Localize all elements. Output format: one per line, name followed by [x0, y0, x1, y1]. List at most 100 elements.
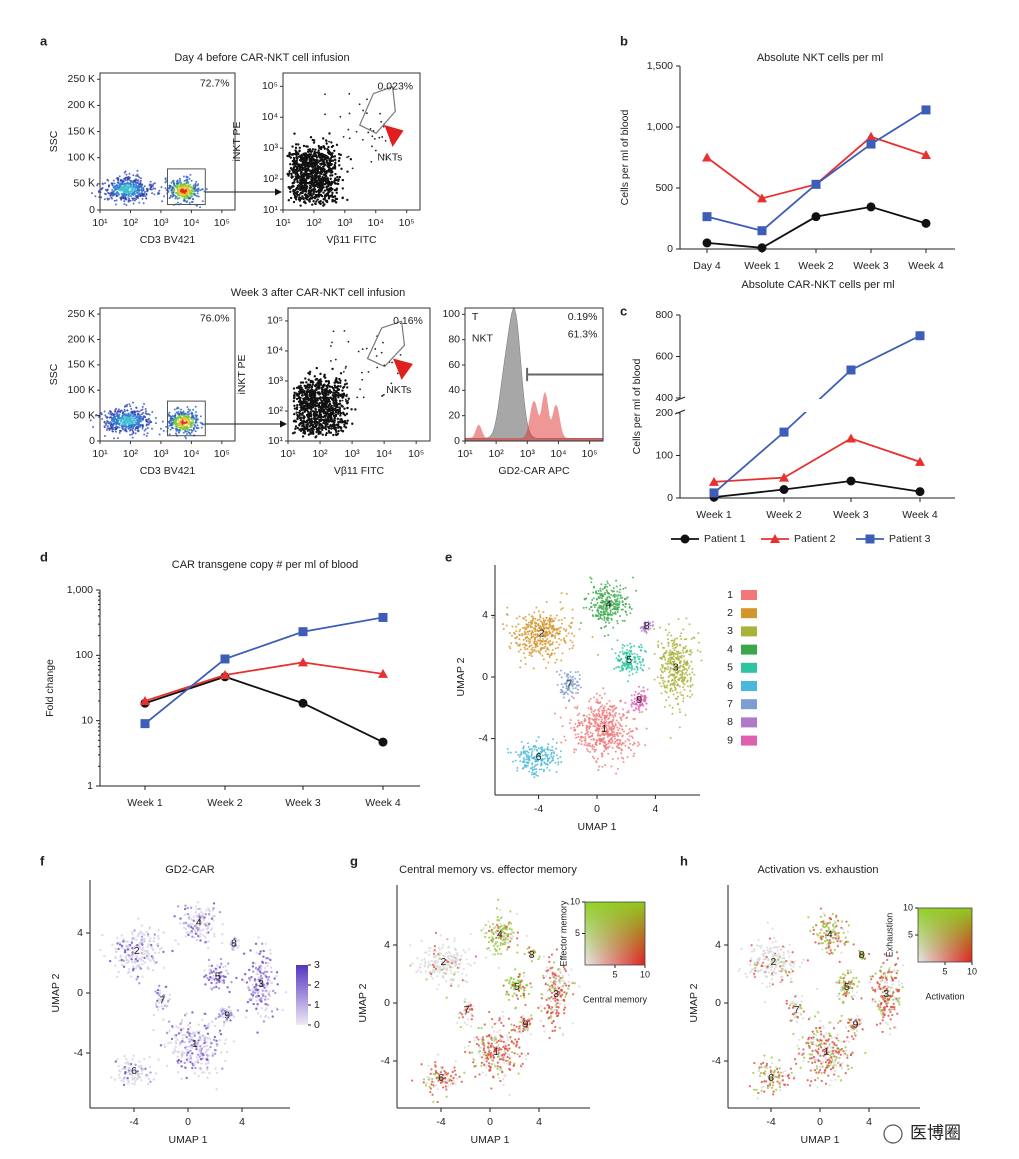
cell-dot — [620, 748, 623, 751]
cell-dot — [563, 637, 566, 640]
cell-dot — [311, 158, 315, 162]
cell-dot — [115, 423, 118, 426]
cell-dot — [320, 168, 323, 171]
cell-dot — [180, 189, 183, 192]
cell-dot — [595, 692, 598, 695]
cell-dot — [336, 417, 340, 421]
cell-dot — [635, 727, 638, 730]
cell-dot — [539, 613, 542, 616]
cell-dot — [109, 421, 112, 424]
cell-dot — [319, 179, 323, 182]
cell-dot — [116, 181, 119, 184]
x-tick-label: 10² — [312, 448, 328, 460]
cell-dot — [573, 748, 576, 751]
x-tick-label: Week 1 — [744, 260, 780, 272]
cell-dot — [549, 614, 552, 617]
cell-dot — [294, 427, 297, 431]
cell-dot — [133, 411, 136, 414]
cell-dot — [539, 615, 542, 618]
cell-dot — [168, 421, 171, 424]
cell-dot — [326, 148, 330, 152]
cell-dot — [341, 196, 344, 200]
series-line — [706, 135, 927, 200]
cell-dot — [539, 649, 542, 652]
cell-dot — [616, 767, 619, 770]
cell-dot — [333, 165, 337, 169]
cell-dot — [511, 625, 514, 628]
cell-dot — [308, 428, 311, 432]
cell-dot — [335, 423, 338, 427]
cell-dot — [318, 423, 321, 427]
cell-dot — [605, 709, 608, 712]
cell-dot — [553, 652, 556, 655]
cell-dot — [545, 623, 548, 626]
cell-dot — [118, 175, 121, 178]
cell-dot — [603, 742, 606, 745]
cell-dot — [319, 181, 323, 185]
cell-dot — [307, 416, 310, 419]
cell-dot — [665, 699, 668, 702]
cell-dot — [158, 189, 161, 192]
cell-dot — [603, 750, 606, 753]
cell-dot — [152, 187, 155, 190]
cell-dot — [139, 424, 142, 427]
cell-dot — [135, 186, 138, 189]
cell-dot — [307, 155, 311, 159]
cell-dot — [194, 186, 197, 189]
cell-dot — [128, 423, 131, 426]
cell-dot — [691, 693, 694, 696]
cell-dot — [510, 642, 513, 645]
cell-dot — [302, 172, 305, 175]
cell-dot — [362, 109, 364, 112]
cell-dot — [606, 735, 609, 738]
cell-dot — [533, 611, 536, 614]
cell-dot — [599, 740, 602, 743]
cell-dot — [328, 402, 332, 406]
cell-dot — [122, 185, 125, 188]
cell-dot — [367, 370, 370, 373]
cell-dot — [362, 396, 365, 399]
cell-dot — [337, 396, 340, 399]
cell-dot — [667, 623, 670, 626]
cell-dot — [302, 144, 306, 148]
cell-dot — [564, 706, 567, 709]
cell-dot — [617, 738, 620, 741]
cell-dot — [676, 691, 679, 694]
cell-dot — [298, 184, 302, 187]
cell-dot — [175, 407, 178, 410]
cell-dot — [299, 406, 302, 409]
cell-dot — [299, 188, 303, 191]
cell-dot — [605, 711, 608, 714]
cell-dot — [337, 159, 341, 163]
cell-dot — [120, 197, 123, 200]
cell-dot — [294, 420, 297, 423]
cell-dot — [88, 177, 91, 180]
cell-dot — [345, 412, 349, 415]
cell-dot — [126, 409, 129, 412]
cell-dot — [291, 432, 295, 435]
cell-dot — [614, 722, 617, 725]
cell-dot — [142, 202, 145, 205]
cell-dot — [633, 752, 636, 755]
cell-dot — [305, 421, 308, 424]
cell-dot — [550, 643, 553, 646]
cell-dot — [137, 430, 140, 433]
cell-dot — [288, 170, 291, 173]
cell-dot — [107, 191, 110, 194]
cell-dot — [310, 421, 313, 424]
cell-dot — [177, 182, 180, 185]
cell-dot — [114, 416, 117, 419]
cell-dot — [309, 159, 312, 162]
cell-dot — [196, 424, 199, 427]
cell-dot — [315, 377, 319, 381]
cell-dot — [172, 195, 175, 198]
cell-dot — [298, 149, 301, 152]
cell-dot — [573, 726, 576, 729]
cell-dot — [141, 197, 144, 200]
cell-dot — [543, 642, 546, 645]
cell-dot — [569, 718, 572, 721]
cell-dot — [517, 623, 520, 626]
cell-dot — [577, 735, 580, 738]
cell-dot — [297, 169, 300, 172]
cell-dot — [309, 190, 313, 193]
